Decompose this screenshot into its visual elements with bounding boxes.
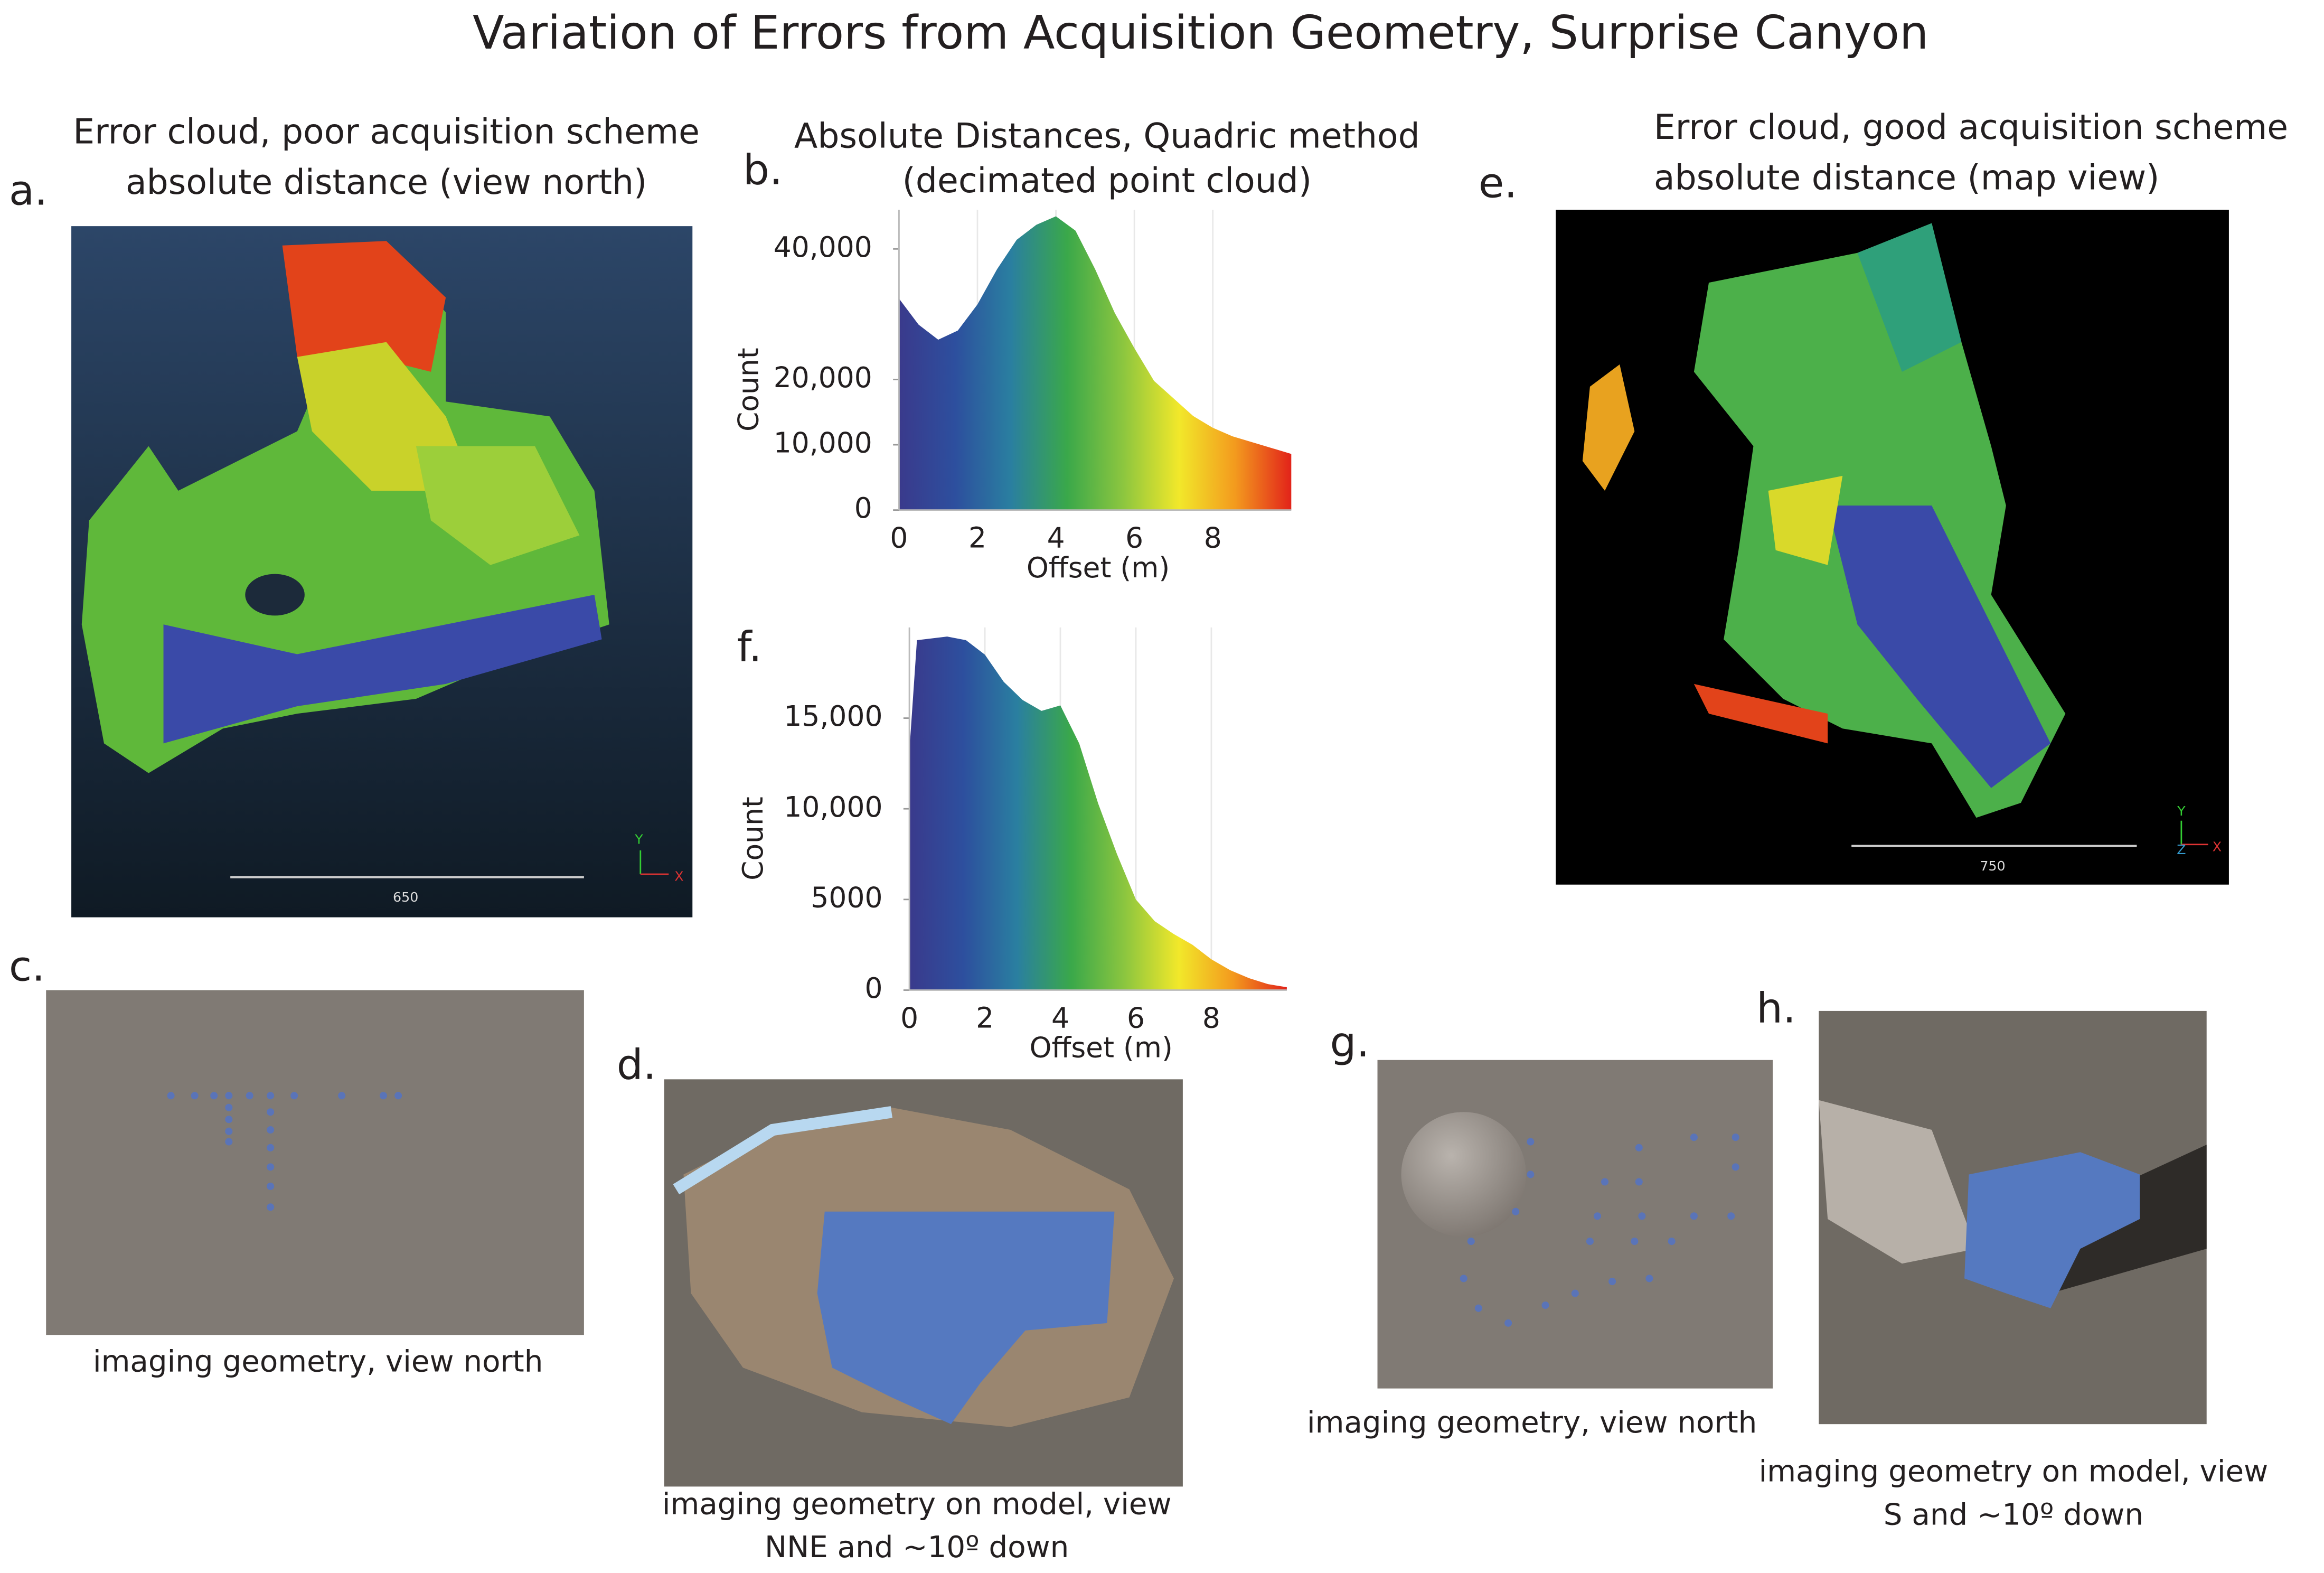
panel-label: h. (1756, 984, 1796, 1032)
x-tick-label: 8 (1202, 1001, 1220, 1034)
panel-caption: imaging geometry, view north (93, 1344, 543, 1379)
y-axis-label: Count (736, 797, 769, 881)
chart-subtitle: (decimated point cloud) (902, 161, 1312, 201)
y-axis-label: Count (732, 348, 765, 432)
x-tick-label: 2 (968, 521, 986, 555)
axis-letter: Z (2177, 841, 2186, 857)
y-tick-label: 10,000 (774, 426, 872, 460)
panel-title: Error cloud, poor acquisition scheme (73, 112, 700, 152)
panel-caption: S and ~10º down (1884, 1497, 2143, 1532)
x-tick-label: 2 (976, 1001, 994, 1034)
x-tick-label: 8 (1204, 521, 1222, 555)
x-tick-label: 6 (1127, 1001, 1145, 1034)
error-cloud-image (1556, 210, 2229, 885)
y-tick-label: 20,000 (774, 361, 872, 394)
scale-label: 650 (393, 889, 418, 905)
panel-caption: imaging geometry on model, view (662, 1487, 1172, 1522)
y-tick-label: 5000 (811, 881, 882, 914)
axis-letter: X (2213, 838, 2222, 854)
x-axis-label: Offset (m) (1027, 551, 1170, 584)
x-tick-label: 4 (1051, 1001, 1069, 1034)
chart-title: Absolute Distances, Quadric method (794, 117, 1420, 156)
y-tick-label: 0 (864, 971, 882, 1005)
panel-label: d. (617, 1040, 656, 1089)
histogram-area (899, 216, 1292, 510)
y-tick-label: 40,000 (774, 230, 872, 264)
model-image (664, 1079, 1183, 1487)
x-tick-label: 0 (890, 521, 908, 555)
histogram: Absolute Distances, Quadric method (decim… (732, 117, 1420, 584)
panel-label: b. (743, 145, 783, 194)
panel-caption: NNE and ~10º down (765, 1530, 1069, 1565)
scale-label: 750 (1980, 858, 2005, 874)
model-image (1819, 1010, 2207, 1425)
axis-letter: Y (2177, 803, 2186, 819)
panel-title: absolute distance (map view) (1654, 158, 2160, 198)
y-tick-label: 15,000 (784, 699, 882, 733)
y-tick-label: 0 (854, 491, 872, 525)
panel-caption: imaging geometry, view north (1307, 1406, 1757, 1440)
y-tick-label: 10,000 (784, 790, 882, 823)
figure-title: Variation of Errors from Acquisition Geo… (473, 6, 1928, 60)
panel-label: c. (9, 942, 45, 991)
panel-title: Error cloud, good acquisition scheme (1654, 108, 2288, 147)
panel-label: e. (1479, 159, 1518, 208)
panel-title: absolute distance (view north) (126, 163, 647, 202)
x-axis-label: Offset (m) (1029, 1031, 1172, 1064)
histogram: 0 2 4 6 8 0 5000 10,000 15,000 Offset (m) Count (736, 627, 1287, 1064)
axis-letter: X (674, 868, 683, 884)
panel-label: f. (737, 623, 762, 671)
panel-label: g. (1330, 1018, 1369, 1066)
panel-caption: imaging geometry on model, view (1759, 1455, 2269, 1489)
imaging-geometry-image (46, 990, 584, 1335)
panel-label: a. (9, 166, 48, 215)
imaging-geometry-image (1377, 1060, 1773, 1389)
axis-letter: Y (634, 831, 643, 847)
x-tick-label: 0 (900, 1001, 918, 1034)
x-tick-label: 6 (1125, 521, 1143, 555)
error-cloud-image (71, 226, 693, 917)
x-tick-label: 4 (1047, 521, 1065, 555)
histogram-area (909, 636, 1287, 990)
